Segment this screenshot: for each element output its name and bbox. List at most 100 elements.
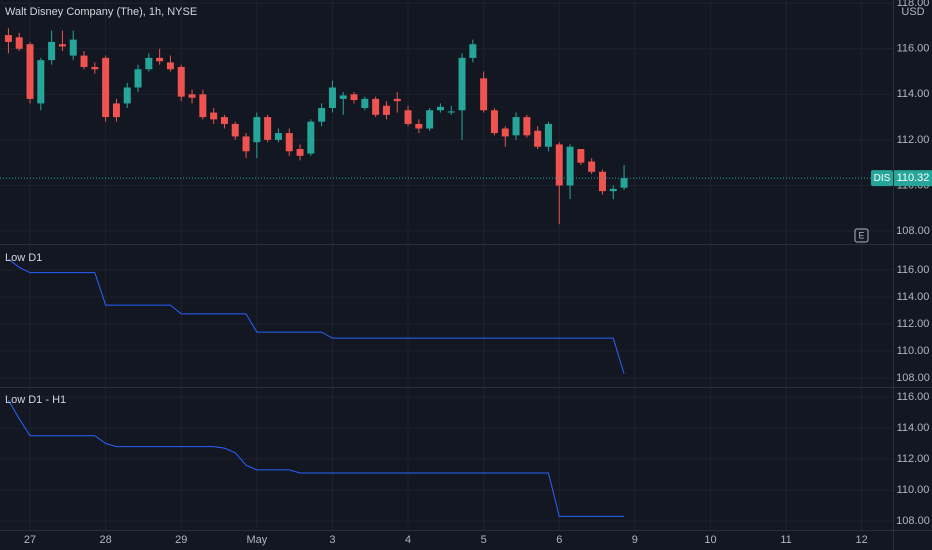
y-tick-label: 116.00 [897,391,930,403]
x-tick-label: 11 [780,534,791,546]
x-tick-label: 28 [100,534,112,546]
candle-body [285,133,293,152]
marks [0,28,893,517]
candle-body [80,55,88,67]
labels: 27 28 29 May 3 4 5 6 9 10 11 12 108.00 110.00 112.00 11… [24,0,932,546]
candle-body [501,128,509,137]
candle-body [296,148,304,156]
x-tick-label: 10 [704,534,716,546]
candle-body [512,117,520,136]
symbol-tag-bg [871,170,893,187]
candle-body [447,111,455,113]
candle-body [48,41,56,61]
event-marker[interactable]: E [858,230,864,240]
candle-body [58,44,66,47]
candle-body [339,95,347,99]
y-tick-label: 114.00 [897,291,930,303]
candle-body [415,123,423,129]
last-price-tag-bg [894,170,932,187]
x-tick-label: 6 [556,534,562,546]
currency-label: USD [901,6,924,18]
candle-body [544,123,552,147]
candle-body [523,117,531,136]
last-price-tag: 110.32 [897,172,930,184]
y-tick-label: 108.00 [896,372,930,384]
y-tick-label: 108.00 [896,515,930,527]
candle-body [145,57,153,70]
y-tick-label: 110.00 [897,484,930,496]
candle-body [404,110,412,124]
candle-body [253,117,261,143]
candle-body [134,69,142,88]
candle-body [382,105,390,115]
candle-body [361,98,369,108]
candle-body [566,146,574,186]
candle-body [328,87,336,108]
x-tick-label: 5 [481,534,487,546]
candle-body [199,94,207,118]
chart-title: Walt Disney Company (The), 1h, NYSE [5,6,197,18]
x-tick-label: 27 [24,534,36,546]
indicator-line [7,399,625,517]
candle-body [220,117,228,124]
candle-body [123,87,131,104]
candle-body [112,103,120,118]
candle-body [350,94,358,101]
y-tick-label: 110.00 [897,345,930,357]
candle-body [102,57,110,118]
y-tick-label: 112.00 [897,134,930,146]
candle-body [156,57,164,62]
candle-body [609,188,617,192]
candle-body [372,98,380,115]
y-tick-label: 116.00 [897,264,930,276]
y-tick-label: 114.00 [897,422,930,434]
candle-body [242,136,250,152]
x-tick-label: 12 [856,534,868,546]
candle-body [177,66,185,97]
candle-body [458,57,466,111]
x-tick-label: 3 [329,534,335,546]
candle-body [490,110,498,134]
candle-body [436,106,444,111]
x-tick-label: May [246,534,267,546]
candle-body [393,98,401,102]
candle-body [318,107,326,122]
candle-body [620,178,628,188]
candle-body [555,144,563,186]
candle-body [274,133,282,140]
candle-body [598,171,606,192]
indicator-line [8,258,625,375]
candle-body [426,110,434,129]
candle-body [534,130,542,147]
candle-body [15,37,23,49]
candle-body [26,44,34,99]
x-tick-label: 29 [175,534,187,546]
candle-body [577,148,585,163]
event-marker-box[interactable] [854,228,869,243]
candle-body [264,117,272,140]
candle-body [231,123,239,137]
y-tick-label: 108.00 [896,225,930,237]
y-tick-label: 118.00 [897,0,930,9]
symbol-tag: DIS [874,173,891,184]
y-tick-label: 116.00 [897,43,930,55]
candle-body [307,121,315,154]
candle-body [188,94,196,98]
candle-body [210,112,218,120]
y-tick-label: 114.00 [897,88,930,100]
x-tick-label: 4 [405,534,411,546]
indicator-title: Low D1 - H1 [5,394,66,406]
candle-body [91,66,99,70]
candle-body [69,39,77,56]
candle-body [588,161,596,172]
candle-body [37,60,45,104]
candle-body [469,44,477,58]
candle-body [166,62,174,70]
x-tick-label: 9 [632,534,638,546]
y-tick-label: 112.00 [897,453,930,465]
y-tick-label: 112.00 [897,318,930,330]
candle-body [4,35,12,42]
indicator-title: Low D1 [5,252,42,264]
